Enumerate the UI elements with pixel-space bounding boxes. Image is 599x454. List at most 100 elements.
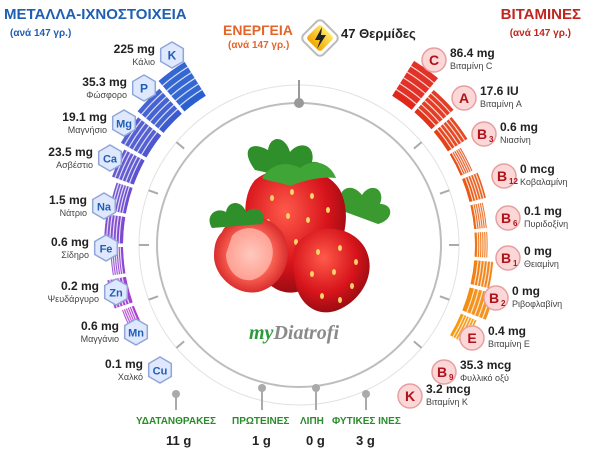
logo-part1: my bbox=[249, 322, 274, 344]
mineral-badge-mn: Mn bbox=[123, 318, 149, 346]
vitamin-bar-stripe bbox=[451, 152, 464, 175]
vitamin-bar-stripe bbox=[472, 174, 482, 200]
vitamin-circle bbox=[471, 121, 497, 147]
vitamin-symbol: B bbox=[489, 290, 499, 306]
vitamin-name: Πυριδοξίνη bbox=[524, 219, 569, 229]
mineral-name: Κάλιο bbox=[132, 57, 155, 67]
vitamin-name: Νιασίνη bbox=[500, 135, 531, 145]
vitamin-subscript: 12 bbox=[509, 177, 518, 186]
mineral-bar-stripe bbox=[118, 216, 123, 244]
vitamin-bar-stripe bbox=[406, 71, 430, 89]
mineral-amount: 0.1 mg bbox=[104, 357, 143, 371]
vitamin-bar-stripe bbox=[436, 128, 453, 150]
top-tick-dot bbox=[294, 98, 304, 108]
logo: myDiatrofi bbox=[249, 322, 339, 345]
mineral-bar-stripe bbox=[140, 91, 164, 115]
vitamin-bar-3 bbox=[433, 117, 468, 152]
vitamin-symbol: B bbox=[497, 168, 507, 184]
vitamin-bar-stripe bbox=[476, 260, 482, 286]
mineral-hexagon bbox=[111, 109, 137, 137]
minerals-subtitle: (ανά 147 γρ.) bbox=[10, 28, 72, 39]
vitamin-row: 0 mg Θειαμίνη bbox=[524, 244, 599, 272]
energy-value: 47 Θερμίδες bbox=[341, 26, 416, 41]
mineral-badge-na: Na bbox=[91, 192, 117, 220]
macro-tick-dot bbox=[362, 390, 370, 398]
vitamin-bar-stripe bbox=[448, 118, 466, 141]
vitamin-bar-stripe bbox=[485, 261, 492, 288]
vitamin-bar-5 bbox=[462, 172, 486, 202]
vitamin-name: Ριβοφλαβίνη bbox=[512, 299, 563, 309]
mineral-badge-mg: Mg bbox=[111, 109, 137, 137]
vitamin-bar-stripe bbox=[480, 202, 486, 229]
vitamin-name: Βιταμίνη E bbox=[488, 339, 530, 349]
mineral-bar-stripe bbox=[145, 96, 167, 119]
lightning-icon bbox=[301, 19, 339, 57]
vitamin-bar-stripe bbox=[474, 204, 480, 229]
mineral-bar-stripe bbox=[128, 158, 142, 184]
vitamin-bar-stripe bbox=[476, 232, 479, 257]
vitamin-symbol: B bbox=[437, 364, 447, 380]
mineral-amount: 225 mg bbox=[113, 42, 155, 56]
vitamin-bar-stripe bbox=[420, 103, 440, 123]
vitamin-row: 35.3 mcg Φυλλικό οξύ bbox=[460, 358, 550, 386]
mineral-symbol: Na bbox=[97, 202, 112, 214]
vitamin-row: 86.4 mg Βιταμίνη C bbox=[450, 46, 540, 74]
vitamin-circle bbox=[431, 359, 457, 385]
mineral-bar-stripe bbox=[175, 83, 199, 102]
mineral-bar-stripe bbox=[118, 152, 132, 180]
mineral-hexagon bbox=[159, 41, 185, 69]
mineral-bar-stripe bbox=[117, 247, 122, 275]
vitamin-bar-stripe bbox=[476, 203, 482, 229]
vitamin-bar-stripe bbox=[482, 232, 485, 258]
mineral-bar-stripe bbox=[128, 122, 146, 148]
mineral-name: Νάτριο bbox=[59, 208, 87, 218]
mineral-bar-6 bbox=[104, 214, 126, 244]
mineral-bar-stripe bbox=[119, 185, 128, 213]
vitamin-badge-a: A bbox=[451, 85, 477, 111]
mineral-bar-1 bbox=[158, 61, 206, 112]
mineral-row: 0.2 mg Ψευδάργυρο bbox=[0, 279, 99, 307]
mineral-bar-stripe bbox=[121, 186, 130, 213]
mineral-bar-stripe bbox=[166, 72, 192, 92]
mineral-badge-p: P bbox=[131, 74, 157, 102]
mineral-bar-stripe bbox=[125, 156, 138, 182]
mineral-bar-stripe bbox=[121, 154, 135, 181]
macro-tick-dot bbox=[258, 384, 266, 392]
vitamin-bar-stripe bbox=[403, 77, 426, 94]
vitamin-symbol: B bbox=[501, 250, 511, 266]
vitamin-bar-stripe bbox=[455, 150, 468, 174]
mineral-bar-stripe bbox=[170, 77, 196, 97]
vitamin-amount: 0 mg bbox=[524, 244, 553, 258]
vitamin-bar-7 bbox=[474, 231, 488, 258]
vitamin-bar-stripe bbox=[427, 96, 448, 117]
vitamin-bar-stripe bbox=[452, 314, 465, 338]
vitamin-bar-stripe bbox=[457, 149, 470, 173]
mineral-bar-stripe bbox=[115, 215, 120, 244]
vitamin-circle bbox=[451, 85, 477, 111]
mineral-badge-k: K bbox=[159, 41, 185, 69]
mineral-symbol: K bbox=[168, 49, 177, 63]
energy-subtitle: (ανά 147 γρ.) bbox=[228, 40, 290, 51]
mineral-amount: 23.5 mg bbox=[48, 145, 93, 159]
vitamin-subscript: 2 bbox=[501, 299, 506, 308]
mineral-bar-stripe bbox=[109, 214, 113, 244]
mineral-bar-stripe bbox=[124, 119, 142, 146]
mineral-bar-stripe bbox=[132, 125, 150, 151]
vitamin-symbol: B bbox=[501, 210, 511, 226]
mineral-symbol: P bbox=[140, 82, 148, 96]
ring-tick bbox=[413, 141, 423, 150]
vitamin-bar-stripe bbox=[474, 290, 484, 316]
mineral-symbol: Mn bbox=[128, 328, 144, 340]
ring-tick bbox=[439, 189, 450, 195]
vitamin-bar-stripe bbox=[424, 100, 444, 120]
vitamin-bar-stripe bbox=[479, 261, 485, 287]
vitamin-row: 17.6 IU Βιταμίνη A bbox=[480, 84, 570, 112]
mineral-hexagon bbox=[103, 278, 129, 306]
vitamin-name: Βιταμίνη A bbox=[480, 99, 522, 109]
vitamin-bar-stripe bbox=[470, 289, 480, 314]
mineral-symbol: Zn bbox=[109, 288, 123, 300]
mineral-bar-stripe bbox=[179, 89, 203, 107]
mineral-row: 225 mg Κάλιο bbox=[0, 42, 155, 70]
